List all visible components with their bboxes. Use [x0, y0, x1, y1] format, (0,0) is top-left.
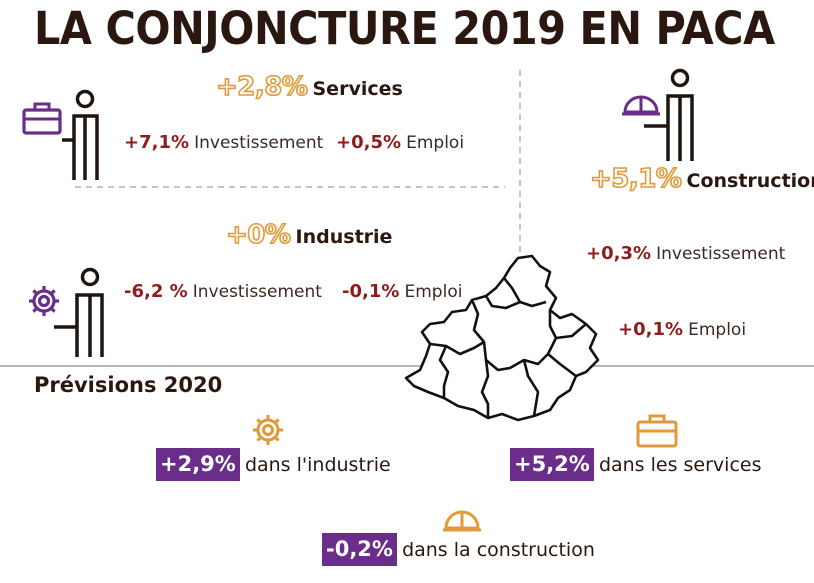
construction-growth: +5,1% — [589, 163, 683, 195]
industrie-investissement-value: -6,2 % — [124, 281, 188, 302]
industrie-header: +0% Industrie — [225, 219, 393, 251]
industrie-growth: +0% — [225, 219, 292, 251]
construction-investissement-label: Investissement — [656, 244, 786, 264]
construction-emploi-value: +0,1% — [618, 319, 684, 340]
prevision-services: +5,2% dans les services — [510, 448, 762, 481]
prevision-construction-value: -0,2% — [322, 533, 397, 566]
prevision-industrie-label: dans l'industrie — [244, 454, 391, 476]
services-emploi: +0,5% Emploi — [336, 132, 464, 153]
industrie-name: Industrie — [295, 226, 393, 248]
services-emploi-label: Emploi — [406, 133, 465, 153]
services-investissement-value: +7,1% — [124, 132, 190, 153]
services-growth: +2,8% — [215, 71, 309, 103]
prevision-services-value: +5,2% — [510, 448, 594, 481]
gear-icon — [253, 415, 283, 445]
worker-hardhat-icon — [622, 68, 694, 161]
page-title: LA CONJONCTURE 2019 EN PACA — [34, 2, 775, 55]
briefcase-icon — [636, 414, 678, 448]
construction-investissement: +0,3% Investissement — [586, 243, 785, 264]
services-emploi-value: +0,5% — [336, 132, 402, 153]
construction-investissement-value: +0,3% — [586, 243, 652, 264]
construction-header: +5,1% Construction — [589, 163, 814, 195]
industrie-emploi: -0,1% Emploi — [342, 281, 462, 302]
worker-gear-icon — [29, 267, 104, 357]
industrie-emploi-label: Emploi — [404, 282, 463, 302]
services-header: +2,8% Services — [215, 71, 403, 103]
construction-name: Construction — [686, 170, 814, 192]
services-investissement-label: Investissement — [194, 133, 324, 153]
construction-emploi: +0,1% Emploi — [618, 319, 746, 340]
industrie-investissement: -6,2 % Investissement — [124, 281, 322, 302]
industrie-investissement-label: Investissement — [192, 282, 322, 302]
prevision-industrie-value: +2,9% — [156, 448, 240, 481]
hardhat-icon — [443, 510, 481, 532]
paca-region-map — [404, 254, 600, 422]
previsions-title: Prévisions 2020 — [34, 373, 223, 397]
construction-emploi-label: Emploi — [688, 320, 747, 340]
prevision-industrie: +2,9% dans l'industrie — [156, 448, 391, 481]
industrie-emploi-value: -0,1% — [342, 281, 400, 302]
prevision-construction-label: dans la construction — [402, 539, 595, 561]
prevision-construction: -0,2% dans la construction — [322, 533, 595, 566]
services-name: Services — [312, 78, 403, 100]
prevision-services-label: dans les services — [598, 454, 762, 476]
services-investissement: +7,1% Investissement — [124, 132, 323, 153]
businessman-briefcase-icon — [22, 89, 99, 180]
